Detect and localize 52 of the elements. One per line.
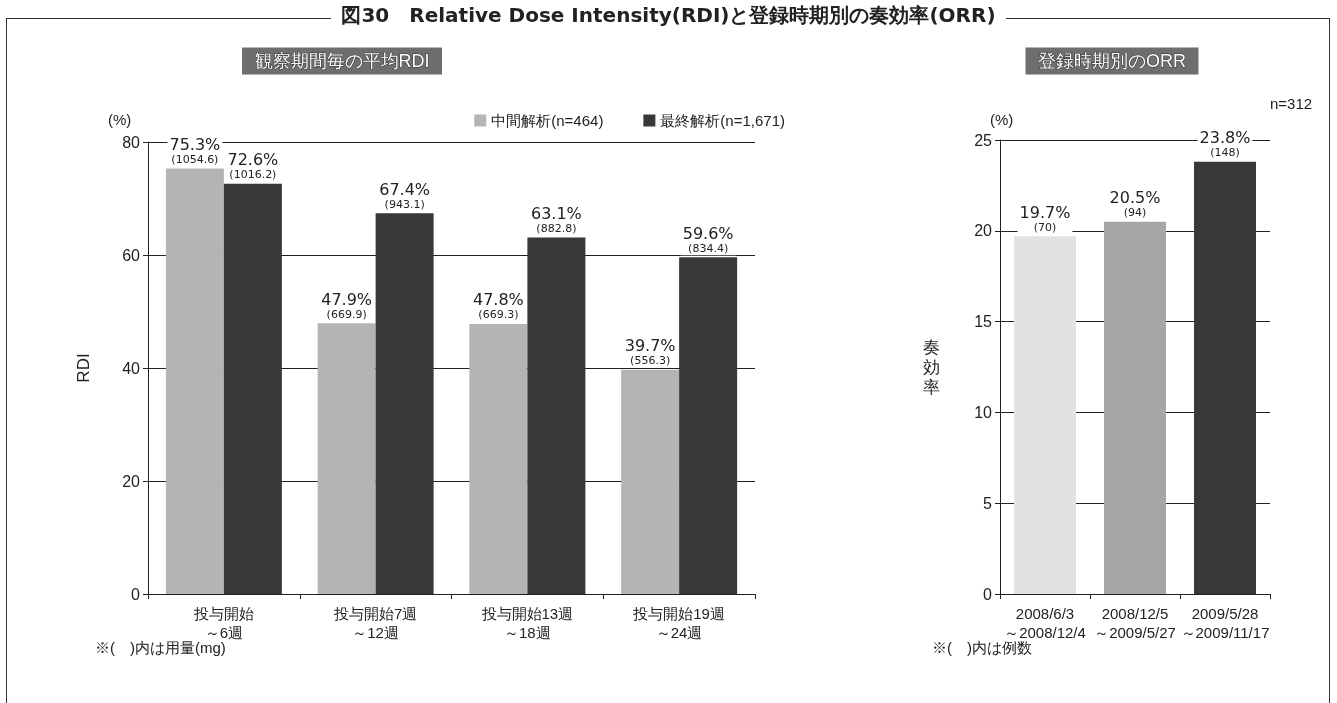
bar: [621, 369, 680, 594]
bar: [527, 237, 586, 594]
data-label: 23.8% (148): [1199, 128, 1251, 160]
x-tick-label: 2008/6/3 ～2008/12/4: [1004, 605, 1086, 641]
text: ※( )内は用量(mg): [95, 639, 226, 656]
bar: [1194, 161, 1256, 594]
chart-title: 図30 Relative Dose Intensity(RDI)と登録時期別の奏効率(ORR): [331, 3, 1006, 27]
bar: [679, 257, 738, 594]
y-tick-label: 10: [974, 403, 993, 421]
bar: [223, 183, 282, 594]
text: (%): [108, 111, 132, 128]
x-tick-label: 投与開始19週～24週: [632, 605, 725, 641]
y-tick-label: 5: [983, 494, 993, 512]
bar: [165, 168, 224, 594]
y-tick-label: 0: [983, 585, 993, 603]
bar: [375, 213, 434, 594]
x-tick-label: 投与開始13週～18週: [480, 605, 574, 641]
data-label: 59.6% (834.4): [682, 223, 734, 255]
data-label: 47.9% (669.9): [321, 289, 373, 321]
y-tick-label: 25: [974, 131, 993, 149]
x-tick-label: 投与開始～6週: [192, 605, 254, 641]
legend-label: 中間解析(n=464): [491, 112, 604, 129]
data-label: 19.7% (70): [1019, 202, 1071, 234]
chart-title: 登録時期別のORR: [1038, 51, 1186, 71]
text: n=312: [1270, 95, 1313, 112]
chart-subtitle: 観察期間毎の平均RDI: [254, 51, 430, 71]
data-label: 72.6% (1016.2): [227, 150, 279, 182]
bar: [1014, 236, 1076, 594]
y-tick-label: 0: [131, 585, 141, 603]
data-label: 67.4% (943.1): [379, 179, 431, 211]
y-tick-label: 60: [122, 246, 141, 264]
bar: [1104, 221, 1166, 594]
text: ※( )内は例数: [932, 639, 1032, 656]
data-label: 63.1% (882.8): [530, 203, 582, 235]
bar: [469, 323, 528, 594]
data-label: 47.8% (669.3): [472, 290, 524, 322]
x-tick-label: 2008/12/5 ～2009/5/27: [1094, 605, 1176, 641]
y-tick-label: 20: [122, 472, 141, 490]
data-label: 75.3% (1054.6): [169, 135, 221, 167]
text: (%): [990, 111, 1014, 128]
y-tick-label: 80: [122, 133, 141, 151]
y-tick-label: 20: [974, 222, 993, 240]
y-tick-label: 40: [122, 359, 141, 377]
bar: [317, 323, 376, 594]
legend-label: 最終解析(n=1,671): [660, 112, 786, 129]
x-tick-label: 投与開始7週～12週: [332, 605, 418, 641]
data-label: 20.5% (94): [1109, 188, 1161, 220]
x-tick-label: 2009/5/28 ～2009/11/17: [1180, 605, 1270, 641]
y-axis-title: 奏効率: [923, 337, 940, 397]
y-axis-title: RDI: [73, 353, 93, 383]
data-label: 39.7% (556.3): [624, 336, 676, 368]
y-tick-label: 15: [974, 313, 993, 331]
